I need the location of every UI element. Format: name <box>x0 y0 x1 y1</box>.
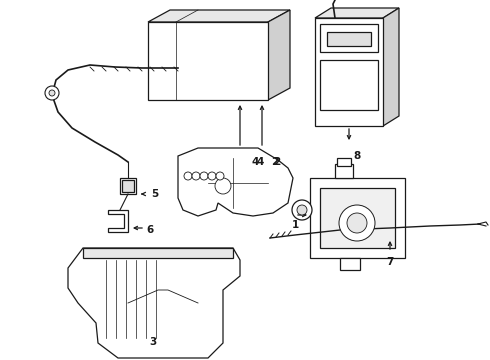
Circle shape <box>140 322 156 338</box>
Polygon shape <box>383 8 399 126</box>
Bar <box>327 32 371 46</box>
Polygon shape <box>310 178 405 258</box>
Text: 8: 8 <box>353 151 361 161</box>
Bar <box>320 188 395 248</box>
Circle shape <box>184 172 192 180</box>
Circle shape <box>215 178 231 194</box>
Polygon shape <box>83 248 233 258</box>
Text: 2: 2 <box>271 157 279 167</box>
Polygon shape <box>68 248 240 358</box>
Polygon shape <box>148 10 290 22</box>
Text: 4: 4 <box>256 157 264 167</box>
Circle shape <box>45 86 59 100</box>
Circle shape <box>216 172 224 180</box>
Circle shape <box>192 172 200 180</box>
Circle shape <box>49 90 55 96</box>
Text: 1: 1 <box>292 220 298 230</box>
Polygon shape <box>108 210 128 232</box>
Circle shape <box>208 172 216 180</box>
Bar <box>340 258 360 270</box>
Polygon shape <box>178 148 293 216</box>
Bar <box>335 164 353 178</box>
Bar <box>337 158 351 166</box>
Polygon shape <box>268 10 290 100</box>
Bar <box>320 24 378 52</box>
Text: 5: 5 <box>151 189 159 199</box>
Text: 4: 4 <box>251 157 259 167</box>
Text: 7: 7 <box>386 257 393 267</box>
Bar <box>320 60 378 110</box>
Circle shape <box>200 172 208 180</box>
Polygon shape <box>315 8 399 18</box>
Circle shape <box>297 205 307 215</box>
Circle shape <box>175 322 191 338</box>
Polygon shape <box>315 18 383 126</box>
Polygon shape <box>122 180 134 192</box>
Circle shape <box>339 205 375 241</box>
Polygon shape <box>120 178 136 194</box>
Text: 2: 2 <box>273 157 281 167</box>
Polygon shape <box>148 22 268 100</box>
Circle shape <box>292 200 312 220</box>
Text: 3: 3 <box>149 337 157 347</box>
Text: 6: 6 <box>147 225 154 235</box>
Circle shape <box>347 213 367 233</box>
